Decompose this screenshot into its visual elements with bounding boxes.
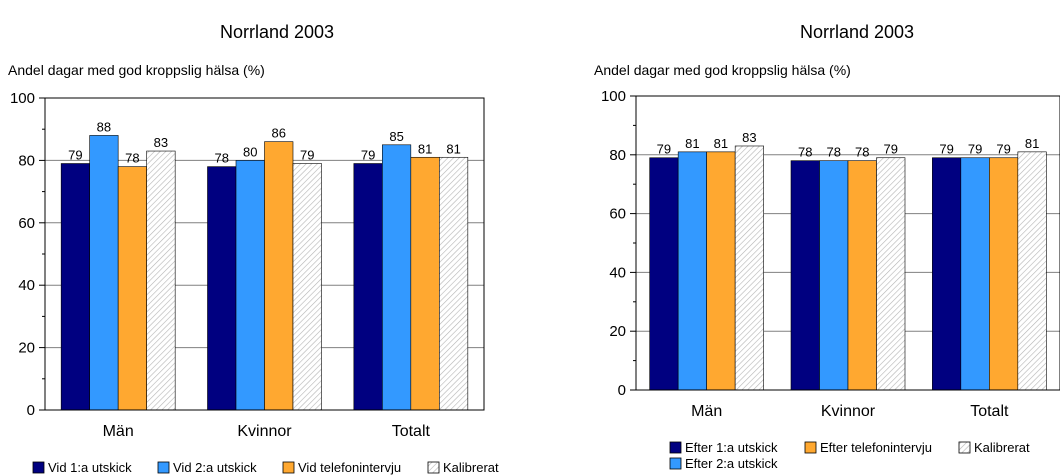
legend-swatch — [427, 461, 440, 474]
y-tick-label: 40 — [18, 277, 35, 294]
legend-label: Efter 1:a utskick — [685, 440, 778, 455]
bar — [60, 163, 90, 411]
data-label: 79 — [939, 142, 953, 157]
bar — [847, 160, 877, 391]
bar — [264, 141, 294, 411]
x-tick-label: Totalt — [392, 423, 431, 440]
data-label: 79 — [884, 142, 898, 157]
y-tick-label: 100 — [601, 88, 626, 105]
data-label: 78 — [798, 145, 812, 160]
data-label: 81 — [714, 136, 728, 151]
bar — [1017, 151, 1047, 391]
data-label: 79 — [968, 142, 982, 157]
data-label: 83 — [154, 135, 168, 150]
bar — [410, 156, 440, 411]
data-label: 78 — [125, 151, 139, 166]
right-legend: Efter 1:a utskick Efter telefonintervju Ka… — [669, 440, 1030, 471]
bar — [876, 157, 906, 391]
data-label: 78 — [215, 151, 229, 166]
y-tick-label: 0 — [27, 402, 35, 419]
legend-swatch — [32, 461, 45, 474]
legend-swatch — [804, 441, 817, 454]
legend-label: Kalibrerat — [974, 440, 1030, 455]
y-tick-label: 40 — [609, 264, 626, 281]
y-tick-label: 60 — [18, 215, 35, 232]
y-tick-label: 100 — [10, 90, 35, 107]
legend-label: Vid telefonintervju — [298, 460, 401, 475]
legend-label: Efter telefonintervju — [820, 440, 932, 455]
y-tick-label: 20 — [18, 340, 35, 357]
data-label: 88 — [97, 119, 111, 134]
bar — [382, 144, 412, 411]
y-tick-label: 60 — [609, 206, 626, 223]
data-label: 79 — [996, 142, 1010, 157]
bar — [146, 150, 176, 411]
bar — [706, 151, 736, 391]
x-tick-label: Män — [691, 403, 722, 420]
plot-frame — [44, 97, 485, 411]
bar — [235, 160, 265, 411]
bar — [89, 135, 119, 411]
data-label: 81 — [1025, 136, 1039, 151]
legend-swatch — [157, 461, 170, 474]
data-label: 81 — [685, 136, 699, 151]
bar — [117, 166, 147, 411]
right-plot-area: 0 20 40 60 80 100 79 81 81 83 Män 78 78 78 79 Kvinnor 79… — [601, 88, 1060, 420]
x-tick-label: Kvinnor — [821, 403, 876, 420]
bar — [932, 157, 962, 391]
right-chart-title: Norrland 2003 — [800, 22, 914, 42]
data-label: 79 — [657, 142, 671, 157]
left-plot-area: 0 20 40 60 80 100 79 88 78 83 Män 78 80 86 79 Kvinnor 79… — [10, 90, 485, 440]
y-tick-label: 80 — [609, 147, 626, 164]
bar — [734, 145, 764, 391]
legend-label: Kalibrerat — [443, 460, 499, 475]
bar — [353, 163, 383, 411]
legend-label: Vid 2:a utskick — [173, 460, 257, 475]
bar — [819, 160, 849, 391]
x-tick-label: Män — [103, 423, 134, 440]
legend-swatch — [958, 441, 971, 454]
data-label: 78 — [827, 145, 841, 160]
right-chart: Norrland 2003 Andel dagar med god kropps… — [594, 22, 1060, 471]
y-tick-label: 20 — [609, 323, 626, 340]
data-label: 78 — [855, 145, 869, 160]
y-tick-label: 80 — [18, 152, 35, 169]
plot-frame — [635, 95, 1060, 391]
bar — [677, 151, 707, 391]
legend-label: Vid 1:a utskick — [48, 460, 132, 475]
data-label: 79 — [68, 148, 82, 163]
left-chart-title: Norrland 2003 — [220, 22, 334, 42]
bar — [207, 166, 237, 411]
x-tick-label: Kvinnor — [237, 423, 292, 440]
bar — [790, 160, 820, 391]
data-label: 80 — [243, 144, 257, 159]
data-label: 86 — [272, 126, 286, 141]
left-chart: Norrland 2003 Andel dagar med god kropps… — [8, 22, 499, 475]
bar — [439, 156, 469, 411]
data-label: 81 — [418, 141, 432, 156]
legend-swatch — [669, 457, 682, 470]
bar — [292, 163, 322, 411]
data-label: 83 — [742, 130, 756, 145]
bar — [649, 157, 679, 391]
data-label: 79 — [300, 148, 314, 163]
left-legend: Vid 1:a utskick Vid 2:a utskick Vid telefo… — [32, 460, 499, 475]
legend-swatch — [669, 441, 682, 454]
data-label: 85 — [389, 129, 403, 144]
data-label: 81 — [446, 141, 460, 156]
y-tick-label: 0 — [618, 382, 626, 399]
bar — [960, 157, 990, 391]
right-chart-ylabel: Andel dagar med god kroppslig hälsa (%) — [594, 62, 851, 78]
legend-label: Efter 2:a utskick — [685, 456, 778, 471]
left-chart-ylabel: Andel dagar med god kroppslig hälsa (%) — [8, 62, 265, 78]
legend-swatch — [282, 461, 295, 474]
bar — [989, 157, 1019, 391]
x-tick-label: Totalt — [970, 403, 1009, 420]
data-label: 79 — [361, 148, 375, 163]
